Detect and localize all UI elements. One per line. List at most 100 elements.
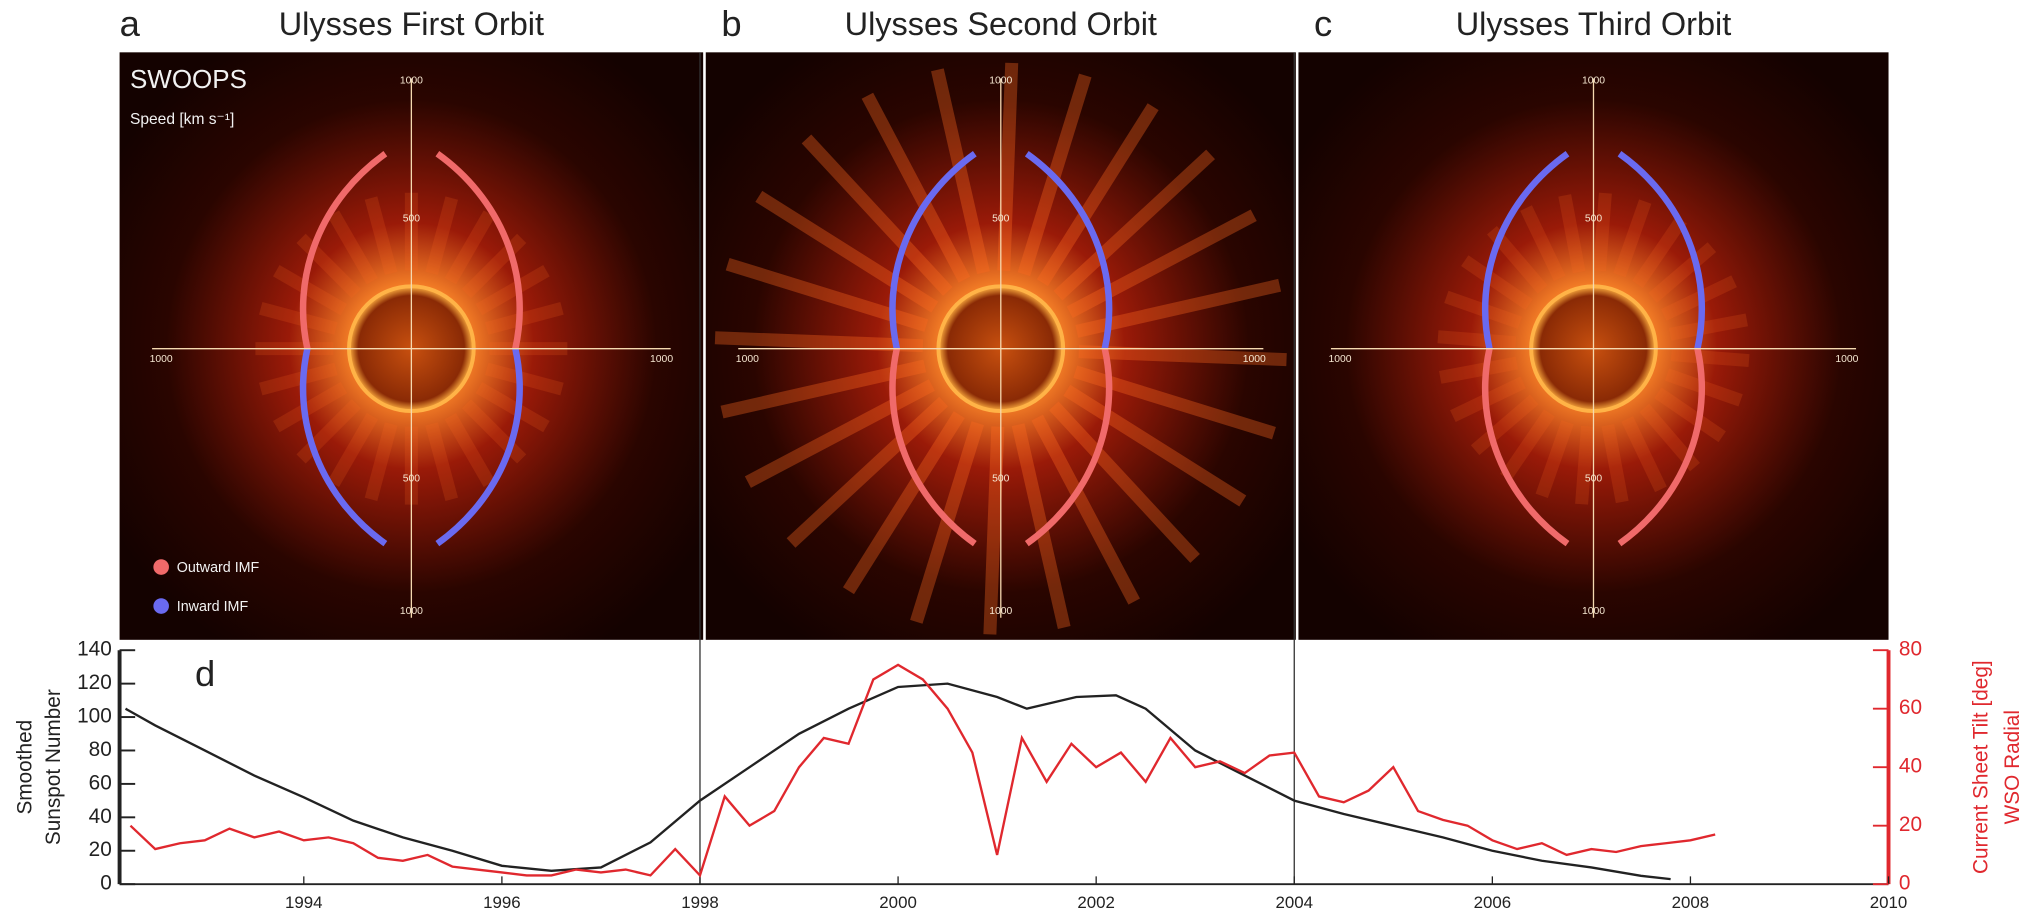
speed-trace — [1024, 151, 1113, 350]
axis-value-label: 1000 — [400, 606, 423, 617]
corona-ray — [1520, 205, 1566, 282]
axis-value-label: 1000 — [150, 354, 173, 365]
speed-label: Speed [km s⁻¹] — [130, 111, 234, 128]
corona-ray — [842, 411, 965, 595]
corona-ray — [1053, 149, 1215, 301]
speed-trace — [299, 347, 388, 547]
corona-ray — [259, 302, 338, 335]
speed-trace — [1481, 347, 1570, 547]
axis-value-label: 1000 — [1243, 354, 1266, 365]
y-axis-label: Smoothed — [13, 720, 36, 815]
corona-ray — [714, 331, 924, 353]
x-tick-label: 2008 — [1672, 893, 1710, 912]
corona-ray — [425, 196, 459, 276]
corona-ray — [1011, 423, 1071, 629]
speed-trace — [889, 151, 977, 350]
corona-ray — [755, 190, 939, 313]
y-tick-label: 20 — [89, 838, 112, 861]
corona-ray — [1438, 356, 1519, 384]
speed-trace — [1024, 347, 1113, 547]
axis-value-label: 500 — [403, 473, 421, 484]
corona-ray — [1049, 401, 1200, 563]
speed-trace — [1617, 151, 1706, 350]
legend-marker — [153, 598, 169, 614]
y-tick-label: 80 — [89, 738, 112, 761]
x-tick-label: 2006 — [1474, 893, 1512, 912]
speed-trace — [889, 347, 977, 547]
y2-tick-label: 0 — [1899, 872, 1911, 895]
corona-ray — [475, 382, 550, 433]
axis-value-label: 1000 — [1328, 354, 1351, 365]
x-tick-label: 2000 — [879, 893, 917, 912]
speed-trace — [1481, 151, 1570, 350]
corona-ray — [444, 412, 495, 487]
corona-ray — [1461, 255, 1533, 311]
axis-value-label: 1000 — [736, 354, 759, 365]
legend-marker — [153, 559, 169, 575]
instrument-label: SWOOPS — [130, 64, 247, 94]
panel-title: Ulysses Third Orbit — [1456, 6, 1732, 42]
panel-title: Ulysses First Orbit — [279, 6, 544, 42]
corona-ray — [1613, 199, 1652, 278]
axis-value-label: 500 — [992, 213, 1010, 224]
corona-ray — [997, 62, 1019, 271]
speed-trace — [435, 347, 523, 547]
corona-ray — [1437, 330, 1517, 350]
corona-ray — [786, 396, 949, 548]
x-tick-label: 1996 — [483, 893, 521, 912]
axis-value-label: 1000 — [400, 76, 423, 87]
series-line — [129, 663, 1716, 878]
corona-ray — [475, 265, 550, 316]
corona-ray — [1470, 394, 1539, 456]
axis-value-label: 1000 — [650, 354, 673, 365]
axis-value-label: 1000 — [1582, 76, 1605, 87]
panel-letter: a — [120, 3, 141, 44]
y2-axis-label: Current Sheet Tilt [deg] — [1970, 660, 1993, 874]
corona-ray — [1558, 194, 1586, 274]
corona-ray — [444, 210, 495, 285]
x-tick-label: 1994 — [285, 893, 323, 912]
axis-value-label: 500 — [1585, 473, 1603, 484]
corona-ray — [273, 265, 348, 316]
corona-ray — [425, 422, 459, 502]
corona-ray — [485, 362, 564, 396]
speed-trace — [435, 151, 523, 350]
corona-ray — [983, 426, 1005, 635]
corona-ray — [1066, 209, 1257, 319]
y-tick-label: 0 — [100, 872, 112, 895]
x-tick-label: 2010 — [1870, 893, 1908, 912]
corona-ray — [259, 362, 338, 396]
corona-ray — [1036, 103, 1159, 287]
corona-ray — [801, 134, 953, 296]
corona-ray — [1621, 416, 1667, 493]
speed-trace — [1617, 347, 1706, 547]
corona-ray — [1648, 242, 1717, 303]
corona-ray — [1535, 420, 1574, 498]
corona-ray — [327, 210, 379, 285]
y-tick-label: 120 — [77, 671, 112, 694]
corona-ray — [1632, 216, 1687, 288]
y2-tick-label: 60 — [1899, 696, 1922, 719]
y-tick-label: 40 — [89, 805, 112, 828]
panel-letter: c — [1314, 3, 1332, 44]
y2-tick-label: 80 — [1899, 638, 1922, 661]
y-tick-label: 60 — [89, 771, 112, 794]
y-axis-label: Sunspot Number — [42, 689, 65, 845]
series-line — [124, 682, 1671, 881]
corona-ray — [1654, 387, 1726, 443]
corona-ray — [1078, 345, 1287, 367]
axis-value-label: 500 — [992, 473, 1010, 484]
corona-ray — [364, 422, 398, 502]
y-tick-label: 100 — [77, 705, 112, 728]
corona-ray — [364, 196, 398, 276]
axis-value-label: 1000 — [989, 76, 1012, 87]
axis-value-label: 500 — [1585, 213, 1603, 224]
legend-label: Outward IMF — [177, 560, 260, 576]
corona-ray — [273, 382, 348, 433]
corona-ray — [861, 92, 971, 283]
speed-trace — [299, 151, 388, 350]
corona-ray — [931, 68, 990, 275]
corona-ray — [744, 379, 935, 488]
